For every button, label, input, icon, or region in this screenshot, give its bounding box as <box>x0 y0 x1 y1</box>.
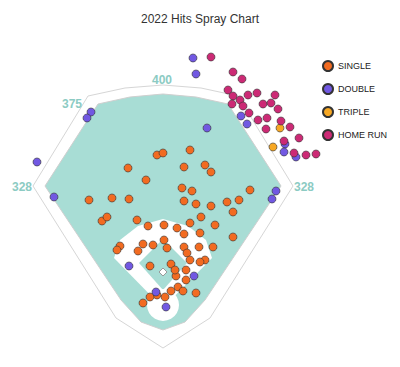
svg-text:SINGLE: SINGLE <box>338 61 371 71</box>
svg-text:TRIPLE: TRIPLE <box>338 107 370 117</box>
svg-text:DOUBLE: DOUBLE <box>338 84 375 94</box>
svg-text:400: 400 <box>152 73 172 87</box>
svg-text:375: 375 <box>62 97 82 111</box>
svg-text:HOME RUN: HOME RUN <box>338 130 387 140</box>
svg-text:328: 328 <box>294 180 314 194</box>
svg-text:328: 328 <box>12 180 32 194</box>
svg-text:2022 Hits Spray Chart: 2022 Hits Spray Chart <box>141 12 260 26</box>
